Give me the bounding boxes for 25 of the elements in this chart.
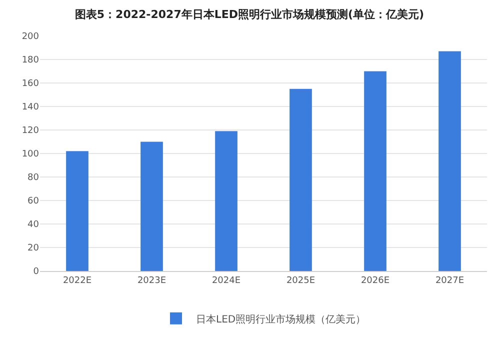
- x-tick-label: 2026E: [360, 276, 390, 286]
- y-tick-label: 120: [22, 126, 40, 136]
- y-tick-label: 140: [22, 102, 40, 113]
- x-tick-label: 2024E: [212, 276, 241, 286]
- legend-label: 日本LED照明行业市场规模（亿美元）: [196, 313, 366, 326]
- x-tick-label: 2022E: [62, 276, 92, 286]
- x-tick-label: 2025E: [286, 276, 316, 286]
- bar: [215, 131, 238, 271]
- bar: [364, 71, 386, 271]
- bar: [140, 142, 163, 271]
- y-tick-label: 180: [22, 56, 40, 66]
- y-tick-label: 40: [28, 220, 40, 230]
- bar: [438, 51, 461, 271]
- bar: [290, 88, 312, 271]
- y-tick-label: 100: [22, 150, 40, 160]
- y-tick-label: 60: [28, 196, 40, 207]
- x-tick-label: 2023E: [137, 276, 166, 286]
- bar: [66, 151, 88, 271]
- y-tick-label: 20: [28, 244, 40, 254]
- y-tick-label: 0: [33, 267, 40, 278]
- y-tick-label: 80: [28, 173, 40, 184]
- chart-title: 图表5：2022-2027年日本LED照明行业市场规模预测(单位：亿美元): [74, 8, 424, 22]
- y-tick-label: 160: [22, 79, 40, 90]
- y-tick-label: 200: [22, 32, 40, 42]
- x-tick-label: 2027E: [435, 276, 464, 286]
